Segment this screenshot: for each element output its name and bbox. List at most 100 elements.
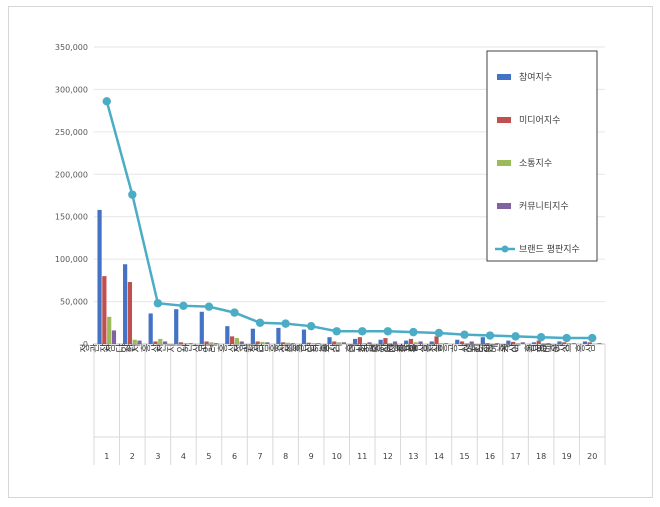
bar-4	[418, 341, 423, 344]
chart-frame: 0 50,000 100,000 150,000 200,000 250,000 300,0…	[8, 6, 653, 498]
legend-label: 소통지수	[519, 158, 552, 169]
legend-swatch	[497, 160, 511, 166]
category-label: 천지인	[156, 344, 186, 356]
bar-4	[137, 340, 142, 344]
bar-3	[413, 342, 418, 344]
line-marker	[588, 333, 597, 343]
rank-label: 1	[104, 452, 109, 461]
bar-4	[290, 343, 295, 344]
y-tick-label: 200,000	[55, 170, 88, 179]
line-marker	[536, 333, 546, 342]
bar-1	[531, 342, 537, 344]
category-label: 애터미 홍삼	[465, 344, 518, 356]
category-label: 한삼인	[182, 344, 212, 356]
bar-2	[102, 276, 107, 344]
bar-3	[107, 316, 112, 344]
bar-1	[301, 329, 307, 344]
line-marker	[204, 302, 214, 311]
bar-3	[439, 343, 444, 344]
bar-3	[541, 343, 546, 344]
y-tick-label: 0	[83, 340, 88, 349]
bar-2	[281, 342, 286, 344]
category-label: 정원삼	[233, 344, 263, 356]
bar-2	[562, 342, 567, 344]
line-marker	[358, 327, 367, 336]
legend-line-marker	[501, 245, 509, 253]
bar-1	[327, 337, 332, 344]
bar-1	[199, 311, 204, 344]
category-label: 정관장	[80, 344, 110, 356]
category-label: 종근당 홍삼	[286, 344, 339, 356]
bar-3	[158, 338, 163, 344]
rank-label: 20	[587, 452, 597, 461]
bar-3	[362, 343, 367, 344]
bar-4	[214, 343, 219, 344]
line-marker	[562, 333, 571, 343]
category-label: 고철남홍삼	[239, 344, 289, 356]
category-label: 양지홍삼	[121, 344, 161, 356]
bar-2	[485, 343, 490, 344]
bar-1	[455, 339, 460, 344]
bar-3	[464, 343, 469, 344]
y-tick-label: 300,000	[55, 85, 88, 94]
bar-3	[515, 343, 521, 344]
bar-3	[183, 343, 188, 344]
rank-label: 15	[459, 452, 469, 461]
line-marker	[485, 331, 495, 340]
bar-4	[444, 343, 449, 344]
bar-4	[265, 342, 270, 344]
bar-1	[480, 337, 485, 344]
rank-label: 4	[181, 452, 186, 461]
y-tick-label: 100,000	[55, 255, 88, 264]
bar-4	[546, 343, 551, 344]
bar-3	[209, 342, 214, 344]
rank-label: 19	[562, 452, 572, 461]
bar-1	[429, 341, 434, 344]
legend-label: 커뮤니티지수	[519, 201, 569, 212]
category-label: 한뿌리 홍삼	[312, 344, 365, 356]
bar-3	[285, 342, 291, 344]
bar-3	[260, 341, 265, 344]
rank-label: 17	[510, 452, 520, 461]
line-marker	[255, 318, 265, 327]
bar-4	[367, 342, 372, 344]
legend-swatch	[497, 117, 511, 123]
y-tick-label: 50,000	[60, 298, 88, 307]
bar-1	[276, 327, 281, 344]
bar-4	[316, 343, 321, 344]
rank-label: 2	[130, 452, 135, 461]
bar-2	[383, 338, 388, 344]
bar-1	[148, 313, 153, 344]
bar-1	[506, 340, 511, 344]
bar-2	[178, 342, 184, 344]
line-marker	[128, 190, 137, 199]
bar-2	[434, 336, 439, 344]
legend-label: 브랜드 평판지수	[519, 244, 580, 255]
category-label: 고려인삼유통 홍삼	[359, 344, 442, 356]
rank-label: 14	[434, 452, 444, 461]
category-label: 천지양	[463, 344, 493, 356]
category-label: 대한홍삼진흥공사	[387, 344, 468, 356]
bar-4	[162, 341, 168, 344]
bar-2	[459, 341, 465, 344]
bar-4	[341, 342, 347, 344]
bar-4	[495, 343, 500, 344]
bar-2	[127, 282, 133, 344]
line-marker	[460, 330, 469, 339]
line-marker	[102, 97, 111, 106]
rank-label: 7	[258, 452, 263, 461]
bar-2	[153, 341, 158, 344]
y-tick-label: 150,000	[55, 213, 88, 222]
bar-1	[174, 309, 179, 344]
rank-label: 10	[332, 452, 342, 461]
rank-label: 3	[155, 452, 160, 461]
brand-reputation-chart: 0 50,000 100,000 150,000 200,000 250,000 300,0…	[55, 43, 606, 465]
line-marker	[281, 319, 290, 328]
rank-label: 5	[206, 452, 211, 461]
line-marker	[306, 321, 316, 331]
bar-3	[234, 338, 240, 344]
bar-2	[306, 342, 311, 344]
line-marker	[434, 328, 444, 338]
rank-label: 12	[383, 452, 393, 461]
bar-3	[337, 342, 342, 344]
